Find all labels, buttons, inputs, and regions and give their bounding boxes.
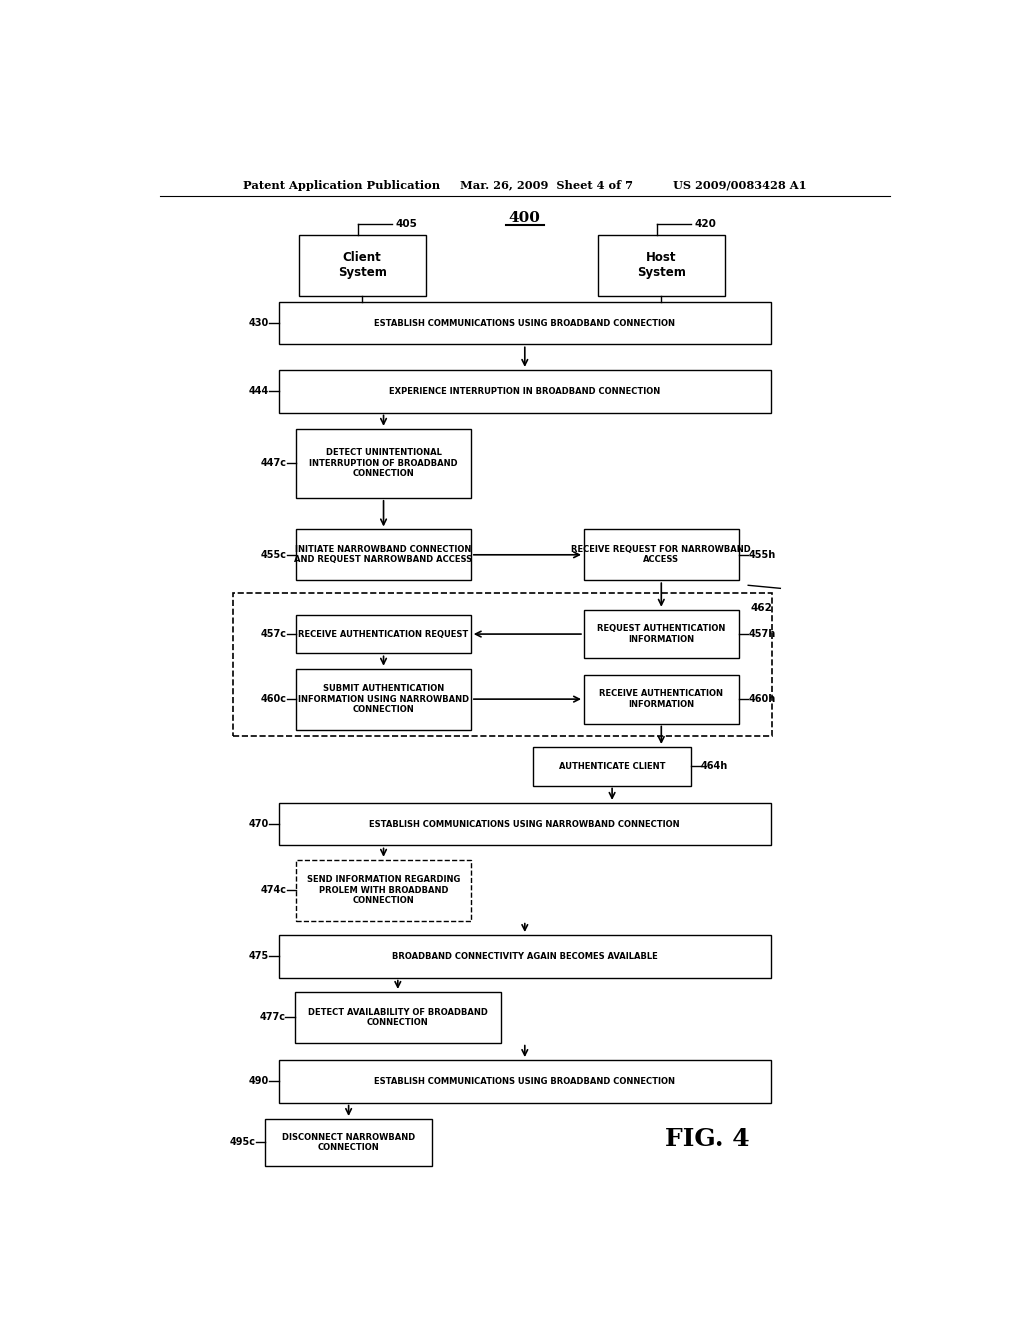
FancyBboxPatch shape xyxy=(296,669,471,730)
FancyBboxPatch shape xyxy=(584,675,738,723)
FancyBboxPatch shape xyxy=(584,610,738,659)
Text: 420: 420 xyxy=(694,219,717,230)
Text: 460h: 460h xyxy=(749,694,775,704)
FancyBboxPatch shape xyxy=(295,991,501,1043)
Text: 457c: 457c xyxy=(261,630,287,639)
Text: INITIATE NARROWBAND CONNECTION
AND REQUEST NARROWBAND ACCESS: INITIATE NARROWBAND CONNECTION AND REQUE… xyxy=(295,545,473,565)
FancyBboxPatch shape xyxy=(265,1119,432,1166)
Text: FIG. 4: FIG. 4 xyxy=(665,1127,750,1151)
Text: ESTABLISH COMMUNICATIONS USING BROADBAND CONNECTION: ESTABLISH COMMUNICATIONS USING BROADBAND… xyxy=(375,1077,675,1086)
Text: AUTHENTICATE CLIENT: AUTHENTICATE CLIENT xyxy=(559,762,666,771)
Text: 455h: 455h xyxy=(749,550,775,560)
FancyBboxPatch shape xyxy=(279,302,771,345)
Text: 460c: 460c xyxy=(261,694,287,704)
Text: 490: 490 xyxy=(249,1076,269,1086)
Text: BROADBAND CONNECTIVITY AGAIN BECOMES AVAILABLE: BROADBAND CONNECTIVITY AGAIN BECOMES AVA… xyxy=(392,952,657,961)
FancyBboxPatch shape xyxy=(598,235,725,296)
FancyBboxPatch shape xyxy=(296,429,471,498)
FancyBboxPatch shape xyxy=(296,615,471,653)
Text: 470: 470 xyxy=(249,820,269,829)
Text: 474c: 474c xyxy=(261,886,287,895)
Text: SUBMIT AUTHENTICATION
INFORMATION USING NARROWBAND
CONNECTION: SUBMIT AUTHENTICATION INFORMATION USING … xyxy=(298,684,469,714)
Text: Client
System: Client System xyxy=(338,251,386,279)
Text: DISCONNECT NARROWBAND
CONNECTION: DISCONNECT NARROWBAND CONNECTION xyxy=(282,1133,416,1152)
Text: REQUEST AUTHENTICATION
INFORMATION: REQUEST AUTHENTICATION INFORMATION xyxy=(597,624,725,644)
FancyBboxPatch shape xyxy=(584,529,738,581)
Text: EXPERIENCE INTERRUPTION IN BROADBAND CONNECTION: EXPERIENCE INTERRUPTION IN BROADBAND CON… xyxy=(389,387,660,396)
FancyBboxPatch shape xyxy=(279,803,771,846)
Text: ESTABLISH COMMUNICATIONS USING BROADBAND CONNECTION: ESTABLISH COMMUNICATIONS USING BROADBAND… xyxy=(375,318,675,327)
Text: 462: 462 xyxy=(751,602,772,612)
Text: ESTABLISH COMMUNICATIONS USING NARROWBAND CONNECTION: ESTABLISH COMMUNICATIONS USING NARROWBAN… xyxy=(370,820,680,829)
Text: 447c: 447c xyxy=(261,458,287,469)
FancyBboxPatch shape xyxy=(279,1060,771,1102)
Text: 464h: 464h xyxy=(701,762,728,771)
Text: 495c: 495c xyxy=(229,1138,256,1147)
Text: 405: 405 xyxy=(395,219,418,230)
Text: SEND INFORMATION REGARDING
PROLEM WITH BROADBAND
CONNECTION: SEND INFORMATION REGARDING PROLEM WITH B… xyxy=(307,875,460,906)
Text: DETECT UNINTENTIONAL
INTERRUPTION OF BROADBAND
CONNECTION: DETECT UNINTENTIONAL INTERRUPTION OF BRO… xyxy=(309,449,458,478)
FancyBboxPatch shape xyxy=(532,747,691,785)
Text: RECEIVE REQUEST FOR NARROWBAND
ACCESS: RECEIVE REQUEST FOR NARROWBAND ACCESS xyxy=(571,545,752,565)
Text: 455c: 455c xyxy=(261,550,287,560)
FancyBboxPatch shape xyxy=(279,370,771,412)
Text: Patent Application Publication     Mar. 26, 2009  Sheet 4 of 7          US 2009/: Patent Application Publication Mar. 26, … xyxy=(243,181,807,191)
FancyBboxPatch shape xyxy=(279,935,771,978)
Text: 475: 475 xyxy=(249,952,269,961)
Text: Host
System: Host System xyxy=(637,251,686,279)
Text: RECEIVE AUTHENTICATION
INFORMATION: RECEIVE AUTHENTICATION INFORMATION xyxy=(599,689,723,709)
Text: RECEIVE AUTHENTICATION REQUEST: RECEIVE AUTHENTICATION REQUEST xyxy=(298,630,469,639)
Text: 400: 400 xyxy=(509,211,541,226)
Text: 457h: 457h xyxy=(749,630,775,639)
FancyBboxPatch shape xyxy=(296,529,471,581)
Text: 430: 430 xyxy=(249,318,269,329)
Text: DETECT AVAILABILITY OF BROADBAND
CONNECTION: DETECT AVAILABILITY OF BROADBAND CONNECT… xyxy=(308,1007,487,1027)
Text: 444: 444 xyxy=(249,387,269,396)
FancyBboxPatch shape xyxy=(296,859,471,921)
FancyBboxPatch shape xyxy=(299,235,426,296)
Text: 477c: 477c xyxy=(259,1012,285,1022)
